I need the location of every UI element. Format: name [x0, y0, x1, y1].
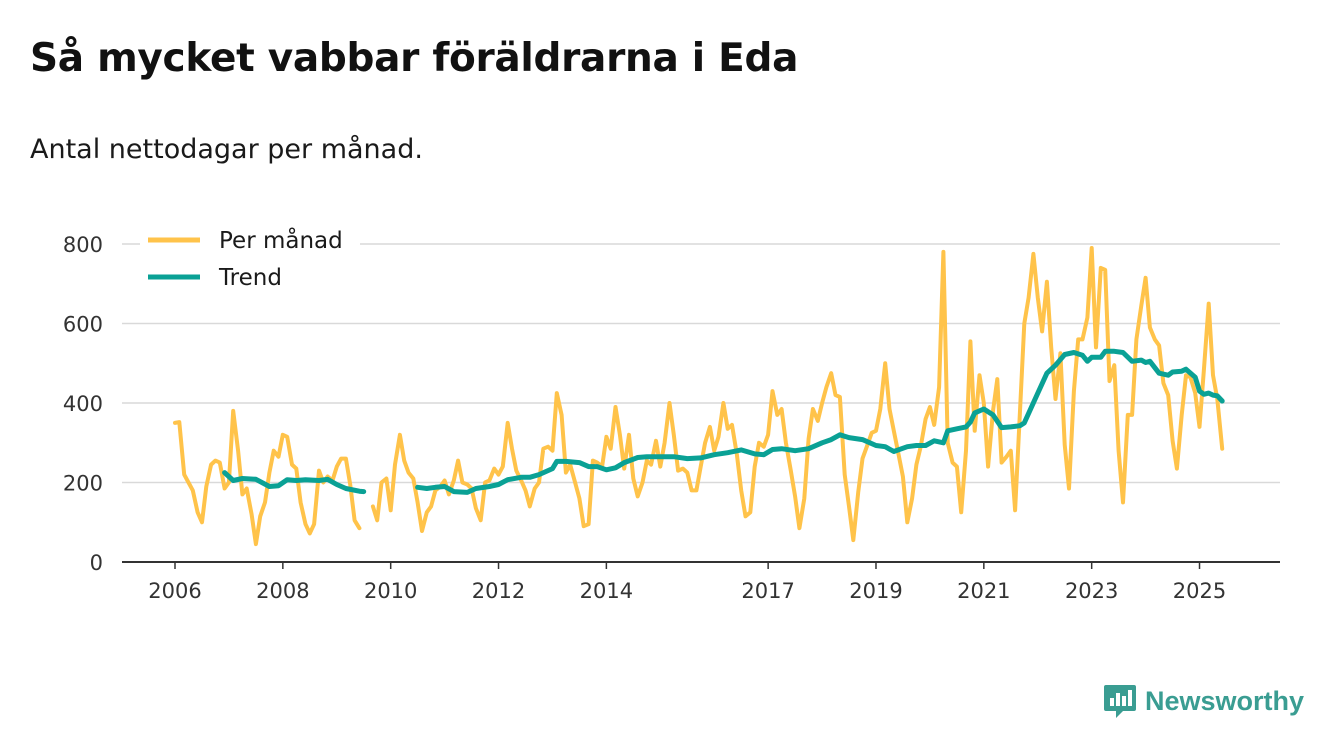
x-tick-label: 2021 [957, 579, 1010, 603]
y-tick-label: 400 [63, 392, 103, 416]
x-axis: 2006 2008 2010 2012 2014 2017 2019 2021 2023 2025 [122, 561, 1280, 603]
x-tick-label: 2019 [849, 579, 902, 603]
y-axis: 0 200 400 600 800 [63, 233, 103, 575]
legend-label: Per månad [219, 226, 343, 254]
x-tick-label: 2014 [580, 579, 633, 603]
chart-title: Så mycket vabbar föräldrarna i Eda [30, 36, 799, 81]
trend-line-segment [415, 348, 1225, 495]
per-manad-line-segment [370, 246, 1225, 543]
x-tick-label: 2006 [148, 579, 201, 603]
legend-background [140, 222, 360, 298]
y-tick-label: 200 [63, 472, 103, 496]
brand-name: Newsworthy [1145, 685, 1305, 716]
per-manad-line-segment [173, 408, 362, 547]
legend: Per månad Trend [140, 222, 360, 298]
y-tick-label: 600 [63, 313, 103, 337]
x-tick-label: 2023 [1065, 579, 1118, 603]
trend-line-segment [222, 470, 367, 495]
series-trend [222, 348, 1225, 495]
newsworthy-logo: Newsworthy [1103, 683, 1304, 719]
x-tick-label: 2025 [1173, 579, 1226, 603]
series-lines [173, 246, 1225, 547]
chart-subtitle: Antal nettodagar per månad. [30, 134, 423, 165]
y-tick-label: 0 [90, 551, 103, 575]
newsworthy-logo-icon [1104, 685, 1136, 718]
x-tick-label: 2008 [256, 579, 309, 603]
x-tick-label: 2012 [472, 579, 525, 603]
x-tick-label: 2010 [364, 579, 417, 603]
legend-label: Trend [218, 265, 282, 291]
x-tick-label: 2017 [741, 579, 794, 603]
y-tick-label: 800 [63, 233, 103, 257]
